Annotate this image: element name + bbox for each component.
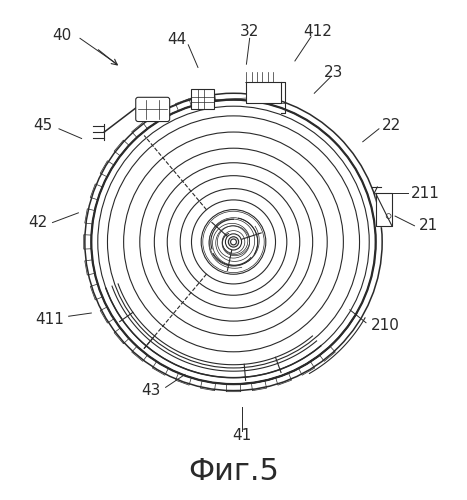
Circle shape bbox=[228, 237, 239, 247]
Text: 41: 41 bbox=[232, 428, 251, 444]
Circle shape bbox=[226, 234, 241, 250]
FancyBboxPatch shape bbox=[136, 98, 170, 122]
Text: 40: 40 bbox=[53, 28, 72, 42]
Text: 22: 22 bbox=[382, 118, 402, 133]
Text: 45: 45 bbox=[33, 118, 52, 133]
Bar bbox=[246, 82, 281, 103]
Text: 411: 411 bbox=[35, 312, 64, 327]
Text: 23: 23 bbox=[324, 65, 343, 80]
Bar bbox=[191, 89, 214, 108]
Text: Фиг.5: Фиг.5 bbox=[188, 457, 279, 486]
Text: 42: 42 bbox=[28, 215, 48, 230]
Text: 21: 21 bbox=[419, 218, 439, 234]
Text: 210: 210 bbox=[371, 318, 400, 334]
Text: 44: 44 bbox=[167, 32, 187, 48]
Text: 32: 32 bbox=[240, 24, 259, 40]
Text: 43: 43 bbox=[142, 383, 161, 398]
Polygon shape bbox=[375, 194, 392, 226]
Text: 412: 412 bbox=[303, 24, 332, 40]
Circle shape bbox=[231, 239, 236, 245]
Text: 211: 211 bbox=[411, 186, 440, 201]
